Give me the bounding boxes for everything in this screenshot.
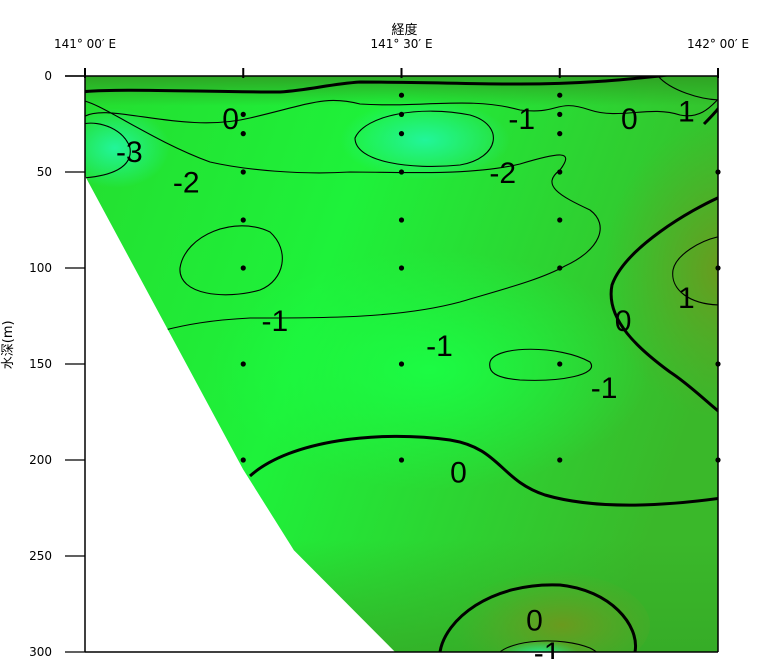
y-tick-label: 50 xyxy=(37,165,52,179)
warm-core-bottom xyxy=(430,570,650,652)
x-tick-label: 142° 00′ E xyxy=(687,37,749,51)
contour-label: -1 xyxy=(591,372,618,405)
contour-label: -3 xyxy=(116,136,143,169)
contour-labels: 0 -1 0 1-3-2 -21-1 0-1-100-1 xyxy=(116,96,695,659)
contour-line-minus1-left-loop xyxy=(179,225,283,296)
sample-point xyxy=(557,131,563,137)
contour-label: -2 xyxy=(173,167,200,200)
sample-point xyxy=(240,131,246,137)
contour-label: -1 xyxy=(508,103,535,136)
contour-line-minus1-upper xyxy=(85,95,718,124)
y-tick-label: 100 xyxy=(29,261,52,275)
y-axis-title: 水深(m) xyxy=(1,320,16,369)
contour-label: 0 xyxy=(222,103,239,136)
sample-point xyxy=(557,265,563,271)
y-tick-label: 150 xyxy=(29,357,52,371)
contour-line-1-northeast xyxy=(657,76,718,101)
sample-point xyxy=(398,265,405,271)
contour-line-minus2 xyxy=(85,99,601,331)
contour-label: -2 xyxy=(489,157,516,190)
contour-label: -1 xyxy=(426,330,453,363)
sample-point xyxy=(557,361,563,367)
y-tick-label: 250 xyxy=(29,549,52,563)
sample-point xyxy=(398,361,405,367)
sample-point xyxy=(715,457,721,463)
sample-point xyxy=(715,361,721,367)
x-tick-label: 141° 00′ E xyxy=(54,37,116,51)
contour-line-1-bottom xyxy=(497,640,599,652)
sample-point xyxy=(398,92,405,98)
contour-line-minus2-center-loop xyxy=(354,110,494,167)
sample-point xyxy=(240,169,246,175)
sample-points xyxy=(240,92,721,463)
sample-point xyxy=(240,457,246,463)
sample-point xyxy=(240,265,246,271)
contour-line-zero-east xyxy=(609,194,718,416)
axes: 141° 00′ E 141° 30′ E 142° 00′ E経度05010015… xyxy=(1,22,749,659)
bright-core-center xyxy=(210,250,650,490)
sample-point xyxy=(557,111,563,117)
y-tick-label: 300 xyxy=(29,645,52,659)
contour-label: 0 xyxy=(526,604,543,637)
sample-point xyxy=(240,111,246,117)
x-tick-label: 141° 30′ E xyxy=(370,37,432,51)
contour-label: 0 xyxy=(615,305,632,338)
contour-label: 0 xyxy=(450,457,467,490)
contour-label: 0 xyxy=(621,103,638,136)
sample-point xyxy=(557,457,563,463)
sample-point xyxy=(557,92,563,98)
x-axis-title: 経度 xyxy=(391,22,417,38)
contour-label: -1 xyxy=(534,637,561,659)
warm-core-east xyxy=(580,120,718,420)
sample-point xyxy=(398,217,405,223)
y-tick-label: 200 xyxy=(29,453,52,467)
sample-point xyxy=(557,169,563,175)
y-tick-label: 0 xyxy=(44,69,52,83)
contour-line-zero-lower xyxy=(248,434,718,507)
contour-line-minus1-mid-loop xyxy=(489,348,593,381)
cold-core-west xyxy=(85,108,170,188)
contour-line-zero-east-small xyxy=(702,103,718,126)
sample-point xyxy=(398,131,405,137)
sample-point xyxy=(398,169,405,175)
sample-point xyxy=(557,217,563,223)
contour-label: 1 xyxy=(678,96,695,129)
sample-point xyxy=(398,111,405,117)
contour-label: 1 xyxy=(678,282,695,315)
bottom-shade xyxy=(85,540,718,652)
sample-point xyxy=(715,169,721,175)
cold-core-center xyxy=(340,100,510,180)
contour-line-minus3 xyxy=(85,122,131,179)
contour-line-zero-bottom-loop xyxy=(438,583,638,652)
sample-point xyxy=(715,265,721,271)
contour-label: -1 xyxy=(262,305,289,338)
sample-point xyxy=(240,217,246,223)
contour-line-1-east xyxy=(672,235,718,306)
cold-core-bottom xyxy=(500,641,580,652)
sample-point xyxy=(398,457,405,463)
sample-point xyxy=(240,361,246,367)
